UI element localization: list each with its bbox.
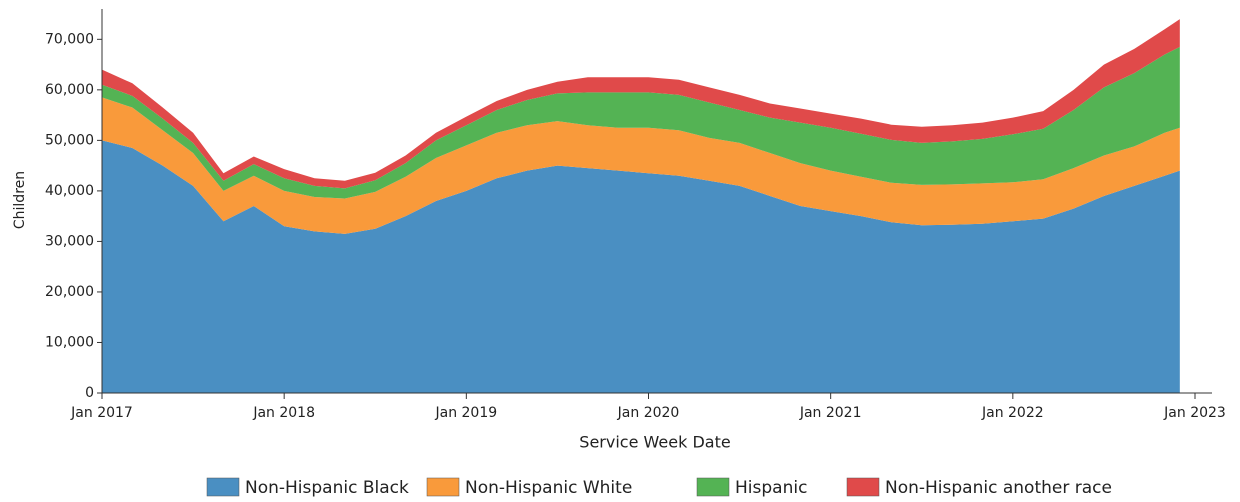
area	[102, 97, 1180, 234]
y-tick-label: 40,000	[45, 183, 94, 199]
x-tick-label: Jan 2022	[981, 405, 1044, 421]
y-tick-label: 50,000	[45, 132, 94, 148]
legend-swatch	[426, 477, 460, 497]
y-tick-label: 10,000	[45, 334, 94, 350]
y-tick-label: 30,000	[45, 233, 94, 249]
legend-swatch	[696, 477, 730, 497]
x-axis-label: Service Week Date	[579, 433, 730, 452]
x-tick-label: Jan 2020	[617, 405, 680, 421]
y-tick-label: 20,000	[45, 284, 94, 300]
legend-label: Hispanic	[735, 478, 807, 498]
x-tick-label: Jan 2018	[252, 405, 315, 421]
legend-label: Non-Hispanic White	[465, 478, 632, 498]
legend-label: Non-Hispanic Black	[245, 478, 409, 498]
y-tick-label: 0	[85, 385, 94, 401]
y-tick-label: 70,000	[45, 31, 94, 47]
area	[102, 140, 1180, 393]
legend-swatch	[206, 477, 240, 497]
x-tick-label: Jan 2021	[799, 405, 862, 421]
y-axis-label: Children	[12, 171, 28, 229]
x-tick-label: Jan 2023	[1163, 405, 1226, 421]
area	[102, 46, 1180, 199]
x-tick-label: Jan 2017	[70, 405, 133, 421]
x-tick-label: Jan 2019	[434, 405, 497, 421]
y-tick-label: 60,000	[45, 82, 94, 98]
legend-label: Non-Hispanic another race	[885, 478, 1112, 498]
legend-swatch	[846, 477, 880, 497]
